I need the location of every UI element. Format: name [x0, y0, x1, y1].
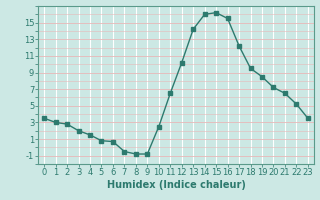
X-axis label: Humidex (Indice chaleur): Humidex (Indice chaleur) — [107, 180, 245, 190]
